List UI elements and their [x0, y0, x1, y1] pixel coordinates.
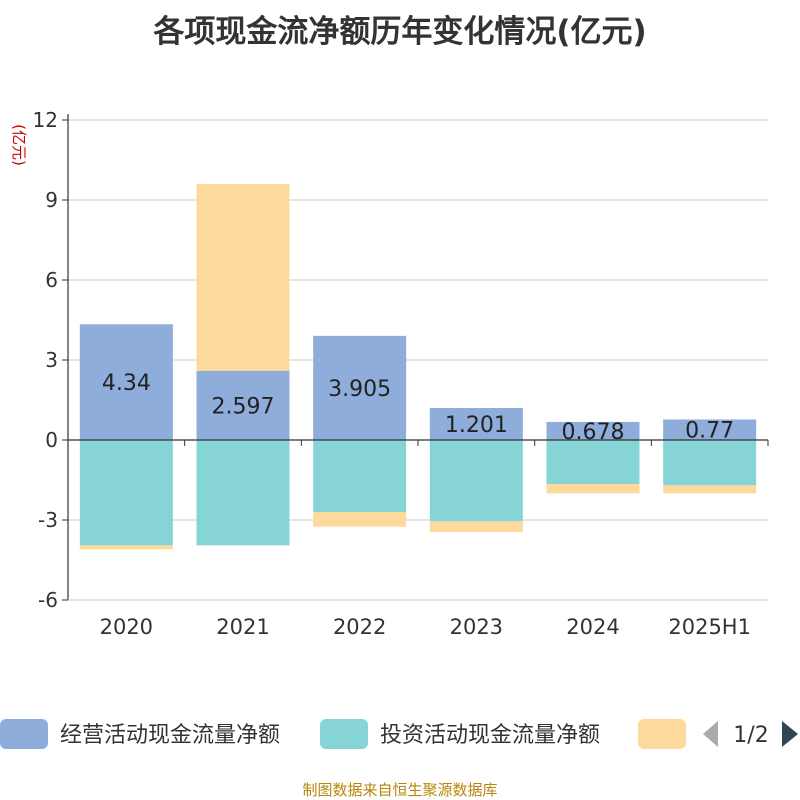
bar-financing-2022 [313, 512, 407, 527]
y-tick-label: -6 [38, 588, 58, 612]
legend-swatch-operating [0, 719, 48, 749]
y-tick-label: 9 [45, 188, 58, 212]
data-label: 2.597 [212, 394, 275, 419]
next-page-icon[interactable] [782, 721, 798, 747]
bar-financing-2020 [79, 545, 173, 550]
legend-swatch-financing [638, 719, 686, 749]
data-label: 1.201 [445, 413, 508, 438]
bar-investing-2024 [546, 440, 640, 484]
bar-investing-2023 [429, 440, 523, 522]
x-tick-label: 2024 [566, 615, 619, 639]
y-tick-label: 3 [45, 348, 58, 372]
chart-title: 各项现金流净额历年变化情况(亿元) [153, 14, 647, 50]
data-label: 0.678 [562, 420, 625, 445]
prev-page-icon [703, 721, 718, 747]
bar-investing-2025H1 [663, 440, 757, 486]
legend-page-indicator: 1/2 [733, 723, 768, 748]
bar-operating-2020 [79, 324, 173, 440]
x-tick-label: 2022 [333, 615, 386, 639]
bar-operating-2022 [313, 335, 407, 440]
bar-operating-2025H1 [663, 419, 757, 440]
bar-operating-2024 [546, 421, 640, 440]
legend-label-investing: 投资活动现金流量净额 [380, 723, 600, 748]
y-tick-label: -3 [38, 508, 58, 532]
bar-investing-2020 [79, 440, 173, 546]
x-tick-label: 2025H1 [668, 615, 751, 639]
legend-label-operating: 经营活动现金流量净额 [60, 723, 280, 748]
x-tick-label: 2021 [216, 615, 269, 639]
bar-financing-2024 [546, 484, 640, 494]
data-label: 4.34 [102, 371, 151, 396]
bar-financing-2025H1 [663, 485, 757, 494]
bar-financing-2021 [196, 184, 290, 371]
bar-investing-2022 [313, 440, 407, 512]
y-tick-label: 0 [45, 428, 58, 452]
legend-swatch-investing [320, 719, 368, 749]
source-note: 制图数据来自恒生聚源数据库 [302, 781, 498, 799]
y-axis-unit: (亿元) [10, 124, 28, 166]
bar-investing-2021 [196, 440, 290, 546]
bar-financing-2023 [429, 521, 523, 532]
x-tick-label: 2020 [100, 615, 153, 639]
bar-operating-2021 [196, 370, 290, 440]
y-tick-label: 6 [45, 268, 58, 292]
x-tick-label: 2023 [450, 615, 503, 639]
data-label: 3.905 [328, 377, 391, 402]
y-tick-label: 12 [33, 108, 58, 132]
bar-operating-2023 [429, 407, 523, 440]
